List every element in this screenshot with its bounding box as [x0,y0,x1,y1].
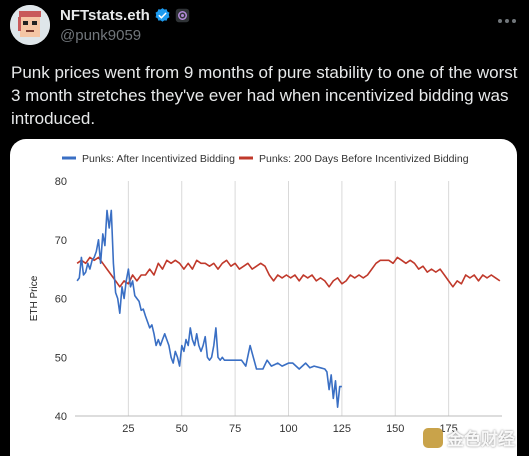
legend-label: Punks: After Incentivized Bidding [82,153,235,165]
tweet-media-chart[interactable]: 40 50 60 70 80 25 50 75 100 125 150 175 ETH Price Pun… [10,139,517,456]
x-tick-label: 50 [176,423,188,435]
y-tick-label: 80 [55,176,67,188]
y-axis-label: ETH Price [29,275,40,321]
affiliate-badge-icon [175,8,189,23]
x-tick-label: 150 [386,423,404,435]
x-tick-label: 100 [279,423,297,435]
line-chart: 40 50 60 70 80 25 50 75 100 125 150 175 ETH Price Pun… [29,153,502,435]
y-tick-label: 60 [55,294,67,306]
avatar[interactable] [10,5,50,45]
series-line-0 [76,209,342,409]
verified-badge-icon [155,8,170,22]
watermark-logo-icon [423,427,443,448]
x-tick-label: 75 [229,423,241,435]
more-horizontal-icon[interactable] [497,8,517,29]
y-tick-label: 70 [55,235,67,247]
x-tick-label: 175 [439,423,457,435]
legend-label: Punks: 200 Days Before Incentivized Bidd… [259,153,469,165]
tweet-text: Punk prices went from 9 months of pure s… [11,63,518,128]
punk-avatar-image [10,5,50,45]
watermark: 金色财经 [423,425,515,450]
series-line-1 [76,256,501,288]
author-handle[interactable]: @punk9059 [60,27,142,44]
y-tick-label: 50 [55,352,67,364]
y-tick-label: 40 [55,411,67,423]
watermark-text: 金色财经 [447,430,515,449]
author-name-row: NFTstats.eth [60,7,190,24]
x-tick-label: 25 [122,423,134,435]
display-name[interactable]: NFTstats.eth [60,7,150,24]
x-tick-label: 125 [333,423,351,435]
